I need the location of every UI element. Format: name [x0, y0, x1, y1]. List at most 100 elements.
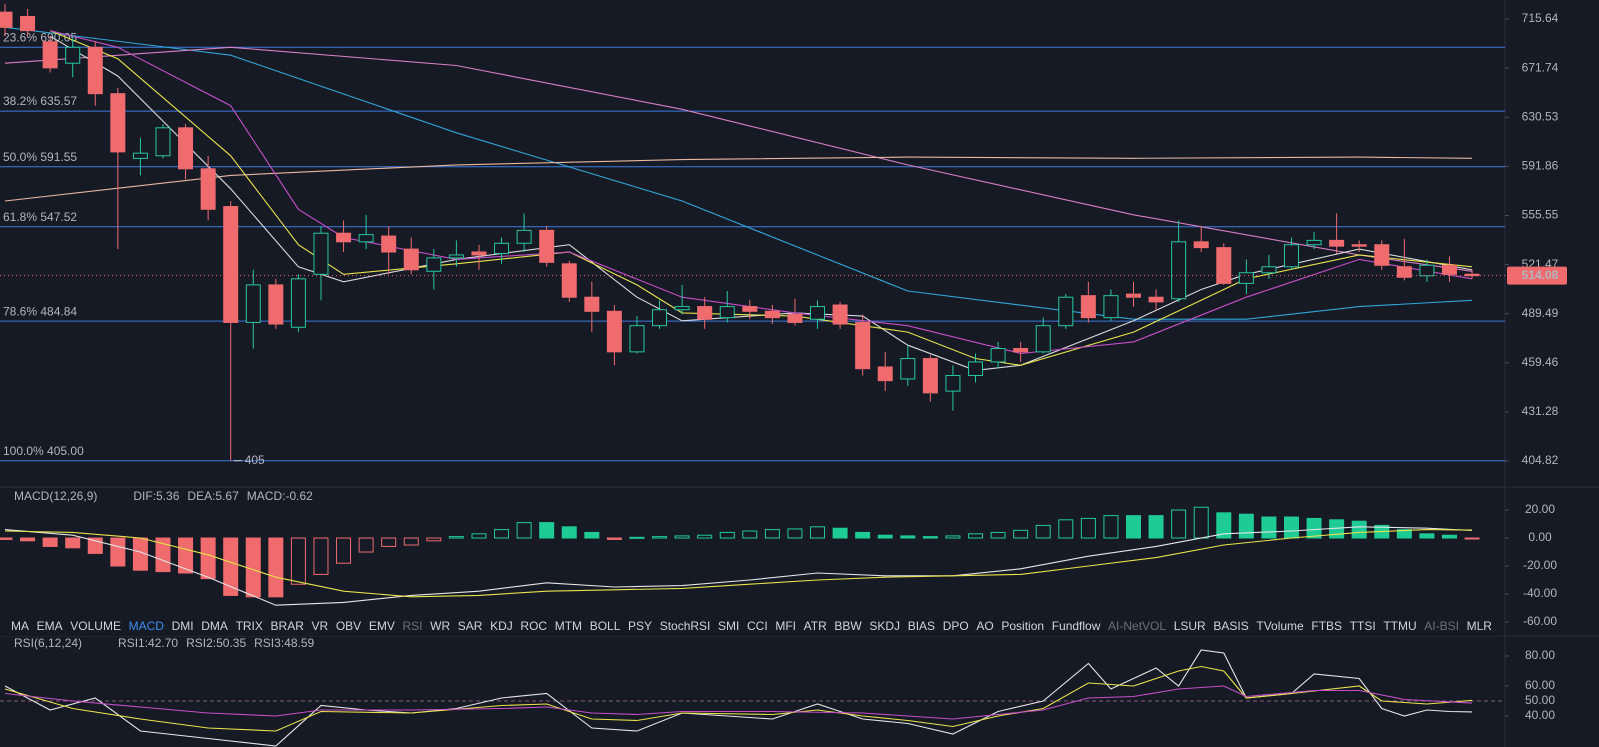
indicator-tab[interactable]: LSUR	[1173, 619, 1206, 633]
macd-bar	[336, 537, 352, 564]
macd-bar	[900, 535, 916, 539]
candle-body	[65, 46, 81, 64]
indicator-tab[interactable]: BBW	[834, 619, 862, 633]
legend-item: DIF:5.36	[133, 489, 179, 503]
candle-body	[561, 263, 577, 298]
indicator-tab[interactable]: ROC	[520, 619, 548, 633]
macd-bar	[1193, 506, 1209, 539]
indicator-tab[interactable]: EMV	[368, 619, 395, 633]
macd-bar	[200, 537, 216, 580]
y-tick-label: 60.00	[1525, 678, 1555, 692]
macd-bar	[1126, 515, 1141, 539]
macd-bar	[652, 536, 668, 539]
macd-bar	[403, 537, 419, 546]
indicator-tab[interactable]: BIAS	[907, 619, 936, 633]
candle-body	[42, 41, 58, 69]
indicator-tab[interactable]: DPO	[942, 619, 969, 633]
candle-body	[403, 248, 419, 271]
indicator-tab[interactable]: MLR	[1466, 619, 1492, 633]
candle-body	[787, 313, 803, 323]
indicator-tab[interactable]: KDJ	[490, 619, 513, 633]
indicator-tab[interactable]: CCI	[747, 619, 768, 633]
indicator-tab[interactable]: BOLL	[589, 619, 621, 633]
indicator-line	[4, 156, 1473, 202]
candle-body	[1126, 293, 1141, 298]
indicator-tab[interactable]: Position	[1001, 619, 1045, 633]
candle-body	[719, 306, 735, 319]
fib-label: 50.0% 591.55	[3, 150, 77, 164]
indicator-tab[interactable]: RSI	[402, 619, 423, 633]
candle-body	[1441, 264, 1457, 275]
y-tick-label: -60.00	[1523, 614, 1557, 628]
y-tick-label: -20.00	[1523, 558, 1557, 572]
y-tick-label: 404.82	[1522, 453, 1559, 467]
price-tag-label: 514.08	[1522, 268, 1559, 282]
macd-bar	[494, 529, 510, 539]
indicator-tab[interactable]: ATR	[803, 619, 827, 633]
indicator-tab[interactable]: MTM	[554, 619, 583, 633]
indicator-tab[interactable]: SMI	[718, 619, 740, 633]
indicator-tab[interactable]: DMA	[201, 619, 228, 633]
candle-body	[20, 15, 36, 32]
indicator-tab[interactable]: AI-NetVOL	[1108, 619, 1167, 633]
candle-body	[1103, 295, 1119, 319]
indicator-tab[interactable]: MACD	[128, 619, 164, 633]
macd-bar	[1351, 520, 1367, 539]
macd-bar	[855, 531, 871, 539]
indicator-tab[interactable]: FTBS	[1311, 619, 1343, 633]
macd-bar	[810, 526, 826, 539]
indicator-tab[interactable]: TTSI	[1349, 619, 1376, 633]
macd-bar	[155, 537, 171, 573]
indicator-tab[interactable]: WR	[430, 619, 451, 633]
candle-body	[290, 278, 306, 328]
candle-body	[1419, 264, 1435, 277]
indicator-tab[interactable]: MFI	[775, 619, 796, 633]
macd-bar	[471, 533, 487, 539]
indicator-tab[interactable]: Fundflow	[1051, 619, 1101, 633]
macd-bar	[42, 537, 58, 547]
candle-body	[155, 127, 171, 157]
candle-body	[1238, 272, 1254, 284]
macd-bar	[313, 537, 329, 575]
indicator-tab[interactable]: EMA	[36, 619, 63, 633]
candle-body	[110, 93, 126, 153]
macd-bar	[674, 535, 690, 539]
low-marker: 405	[245, 453, 265, 467]
fib-label: 100.0% 405.00	[3, 444, 84, 458]
indicator-tab[interactable]: SKDJ	[869, 619, 901, 633]
indicator-tab[interactable]: MA	[11, 619, 29, 633]
indicator-tab[interactable]: StochRSI	[659, 619, 711, 633]
indicator-tab[interactable]: TVolume	[1256, 619, 1304, 633]
indicator-line	[4, 526, 1473, 606]
y-tick-label: -40.00	[1523, 586, 1557, 600]
candle-body	[245, 284, 261, 323]
candle-body	[381, 235, 397, 253]
indicator-tab[interactable]: TTMU	[1383, 619, 1417, 633]
indicator-tab[interactable]: TRIX	[235, 619, 263, 633]
indicator-tab[interactable]: PSY	[628, 619, 653, 633]
indicator-tab[interactable]: BASIS	[1213, 619, 1249, 633]
indicator-tab[interactable]: AO	[976, 619, 994, 633]
indicator-tab[interactable]: VR	[311, 619, 329, 633]
macd-bar	[65, 537, 81, 549]
macd-bar	[1080, 517, 1096, 539]
indicator-tab[interactable]: OBV	[335, 619, 362, 633]
indicator-tab[interactable]: VOLUME	[70, 619, 121, 633]
macd-bar	[945, 535, 961, 539]
indicator-tab[interactable]: SAR	[457, 619, 483, 633]
candle-body	[336, 232, 352, 243]
indicator-tab[interactable]: AI-BSI	[1424, 619, 1459, 633]
macd-bar	[539, 522, 555, 539]
macd-bar	[719, 531, 735, 539]
candle-body	[764, 310, 780, 319]
macd-bar	[832, 527, 848, 539]
indicator-tab[interactable]: DMI	[171, 619, 194, 633]
macd-bar	[877, 534, 893, 539]
candle-body	[313, 232, 329, 275]
y-tick-label: 489.49	[1522, 306, 1559, 320]
candle-body	[877, 366, 893, 382]
indicator-line	[4, 26, 1473, 320]
macd-bar	[358, 537, 374, 553]
indicator-tab[interactable]: BRAR	[270, 619, 304, 633]
candle-body	[674, 306, 690, 311]
